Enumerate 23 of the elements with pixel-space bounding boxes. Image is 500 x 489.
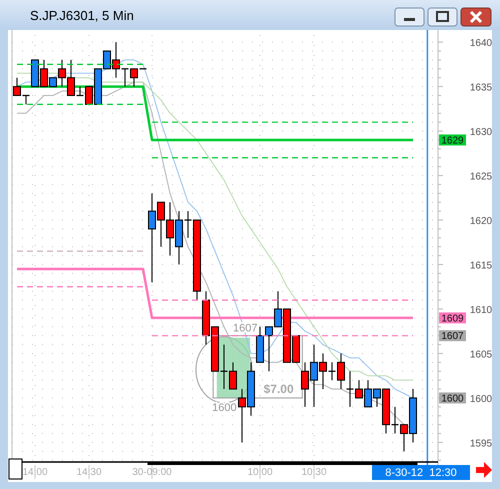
text: 1609 bbox=[441, 313, 464, 324]
x-tick-label: 10:00 bbox=[247, 467, 273, 478]
x-tick-label: 14:30 bbox=[76, 467, 102, 478]
annotation: $7.00 bbox=[264, 382, 294, 396]
y-tick-label: 1630 bbox=[470, 127, 493, 138]
text: 1629 bbox=[441, 135, 464, 146]
annotation: 1600 bbox=[212, 402, 237, 414]
y-tick-label: 1620 bbox=[470, 216, 493, 228]
x-tick-label: 14:00 bbox=[22, 467, 48, 478]
y-tick-label: 1640 bbox=[470, 38, 493, 50]
y-tick-label: 1615 bbox=[470, 260, 493, 272]
y-tick-label: 1625 bbox=[470, 172, 493, 183]
x-tick-label: 10:30 bbox=[301, 467, 327, 478]
y-tick-label: 1605 bbox=[470, 349, 493, 360]
text: 8-30-12 12:30 bbox=[385, 467, 457, 479]
text: 1600 bbox=[441, 393, 464, 404]
text: 1607 bbox=[441, 331, 464, 342]
y-tick-label: 1610 bbox=[470, 304, 493, 316]
y-tick-label: 1595 bbox=[470, 438, 493, 450]
y-tick-label: 1635 bbox=[470, 82, 493, 94]
y-tick-label: 1600 bbox=[470, 394, 493, 405]
chart-title: S.JP.J6301, 5 Min bbox=[30, 8, 134, 23]
x-tick-label: 30-09:00 bbox=[132, 467, 172, 478]
